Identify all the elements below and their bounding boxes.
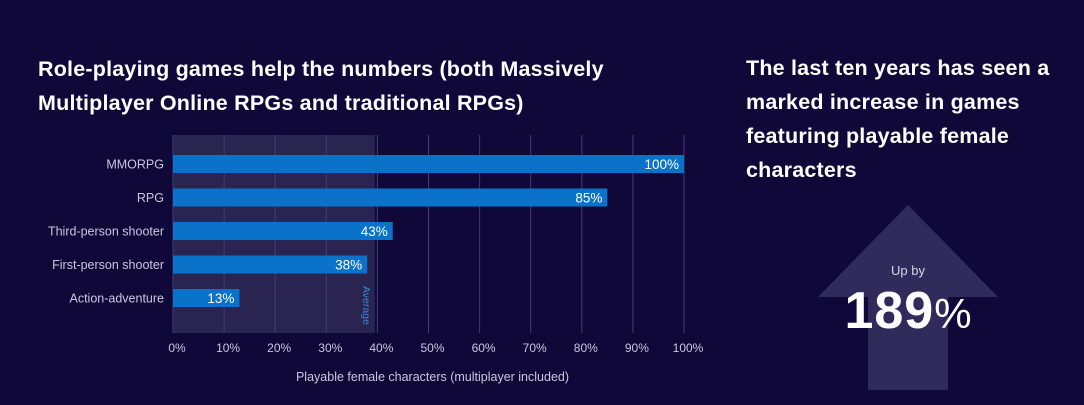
value-label: 100% xyxy=(644,157,679,172)
value-label: 38% xyxy=(335,258,362,273)
stat-unit: % xyxy=(934,290,972,337)
x-tick-label: 100% xyxy=(673,341,704,355)
category-label: Third-person shooter xyxy=(48,225,164,239)
x-tick-label: 10% xyxy=(216,341,240,355)
x-tick-label: 70% xyxy=(523,341,547,355)
category-label: RPG xyxy=(137,191,164,205)
stat-number: 189 xyxy=(844,282,935,340)
chart-title: Role-playing games help the numbers (bot… xyxy=(38,57,604,115)
x-tick-label: 90% xyxy=(625,341,649,355)
value-label: 85% xyxy=(575,191,602,206)
category-label: First-person shooter xyxy=(52,258,164,272)
x-tick-label: 80% xyxy=(574,341,598,355)
bar xyxy=(173,222,393,240)
value-label: 43% xyxy=(361,224,388,239)
increase-stat: Up by 189% xyxy=(818,205,998,390)
bar xyxy=(173,188,608,207)
up-arrow-icon xyxy=(818,205,998,390)
bar xyxy=(173,289,240,307)
x-tick-label: 0% xyxy=(168,341,186,355)
x-tick-label: 40% xyxy=(369,341,393,355)
stat-label: Up by xyxy=(891,263,925,278)
x-tick-label: 20% xyxy=(267,341,291,355)
x-tick-label: 50% xyxy=(420,341,444,355)
average-label: Average xyxy=(360,286,372,325)
x-axis-label: Playable female characters (multiplayer … xyxy=(296,370,569,384)
x-tick-label: 30% xyxy=(318,341,342,355)
x-tick-label: 60% xyxy=(472,341,496,355)
stat-value: 189% xyxy=(818,281,998,354)
category-label: MMORPG xyxy=(106,158,164,172)
bar xyxy=(173,155,684,173)
bar-chart: Average MMORPG 100% RPG 85% Third-person shoo… xyxy=(48,135,704,384)
bar xyxy=(173,255,368,274)
value-label: 13% xyxy=(207,291,234,306)
category-label: Action-adventure xyxy=(69,292,164,306)
side-headline: The last ten years has seen a marked inc… xyxy=(746,56,1050,182)
